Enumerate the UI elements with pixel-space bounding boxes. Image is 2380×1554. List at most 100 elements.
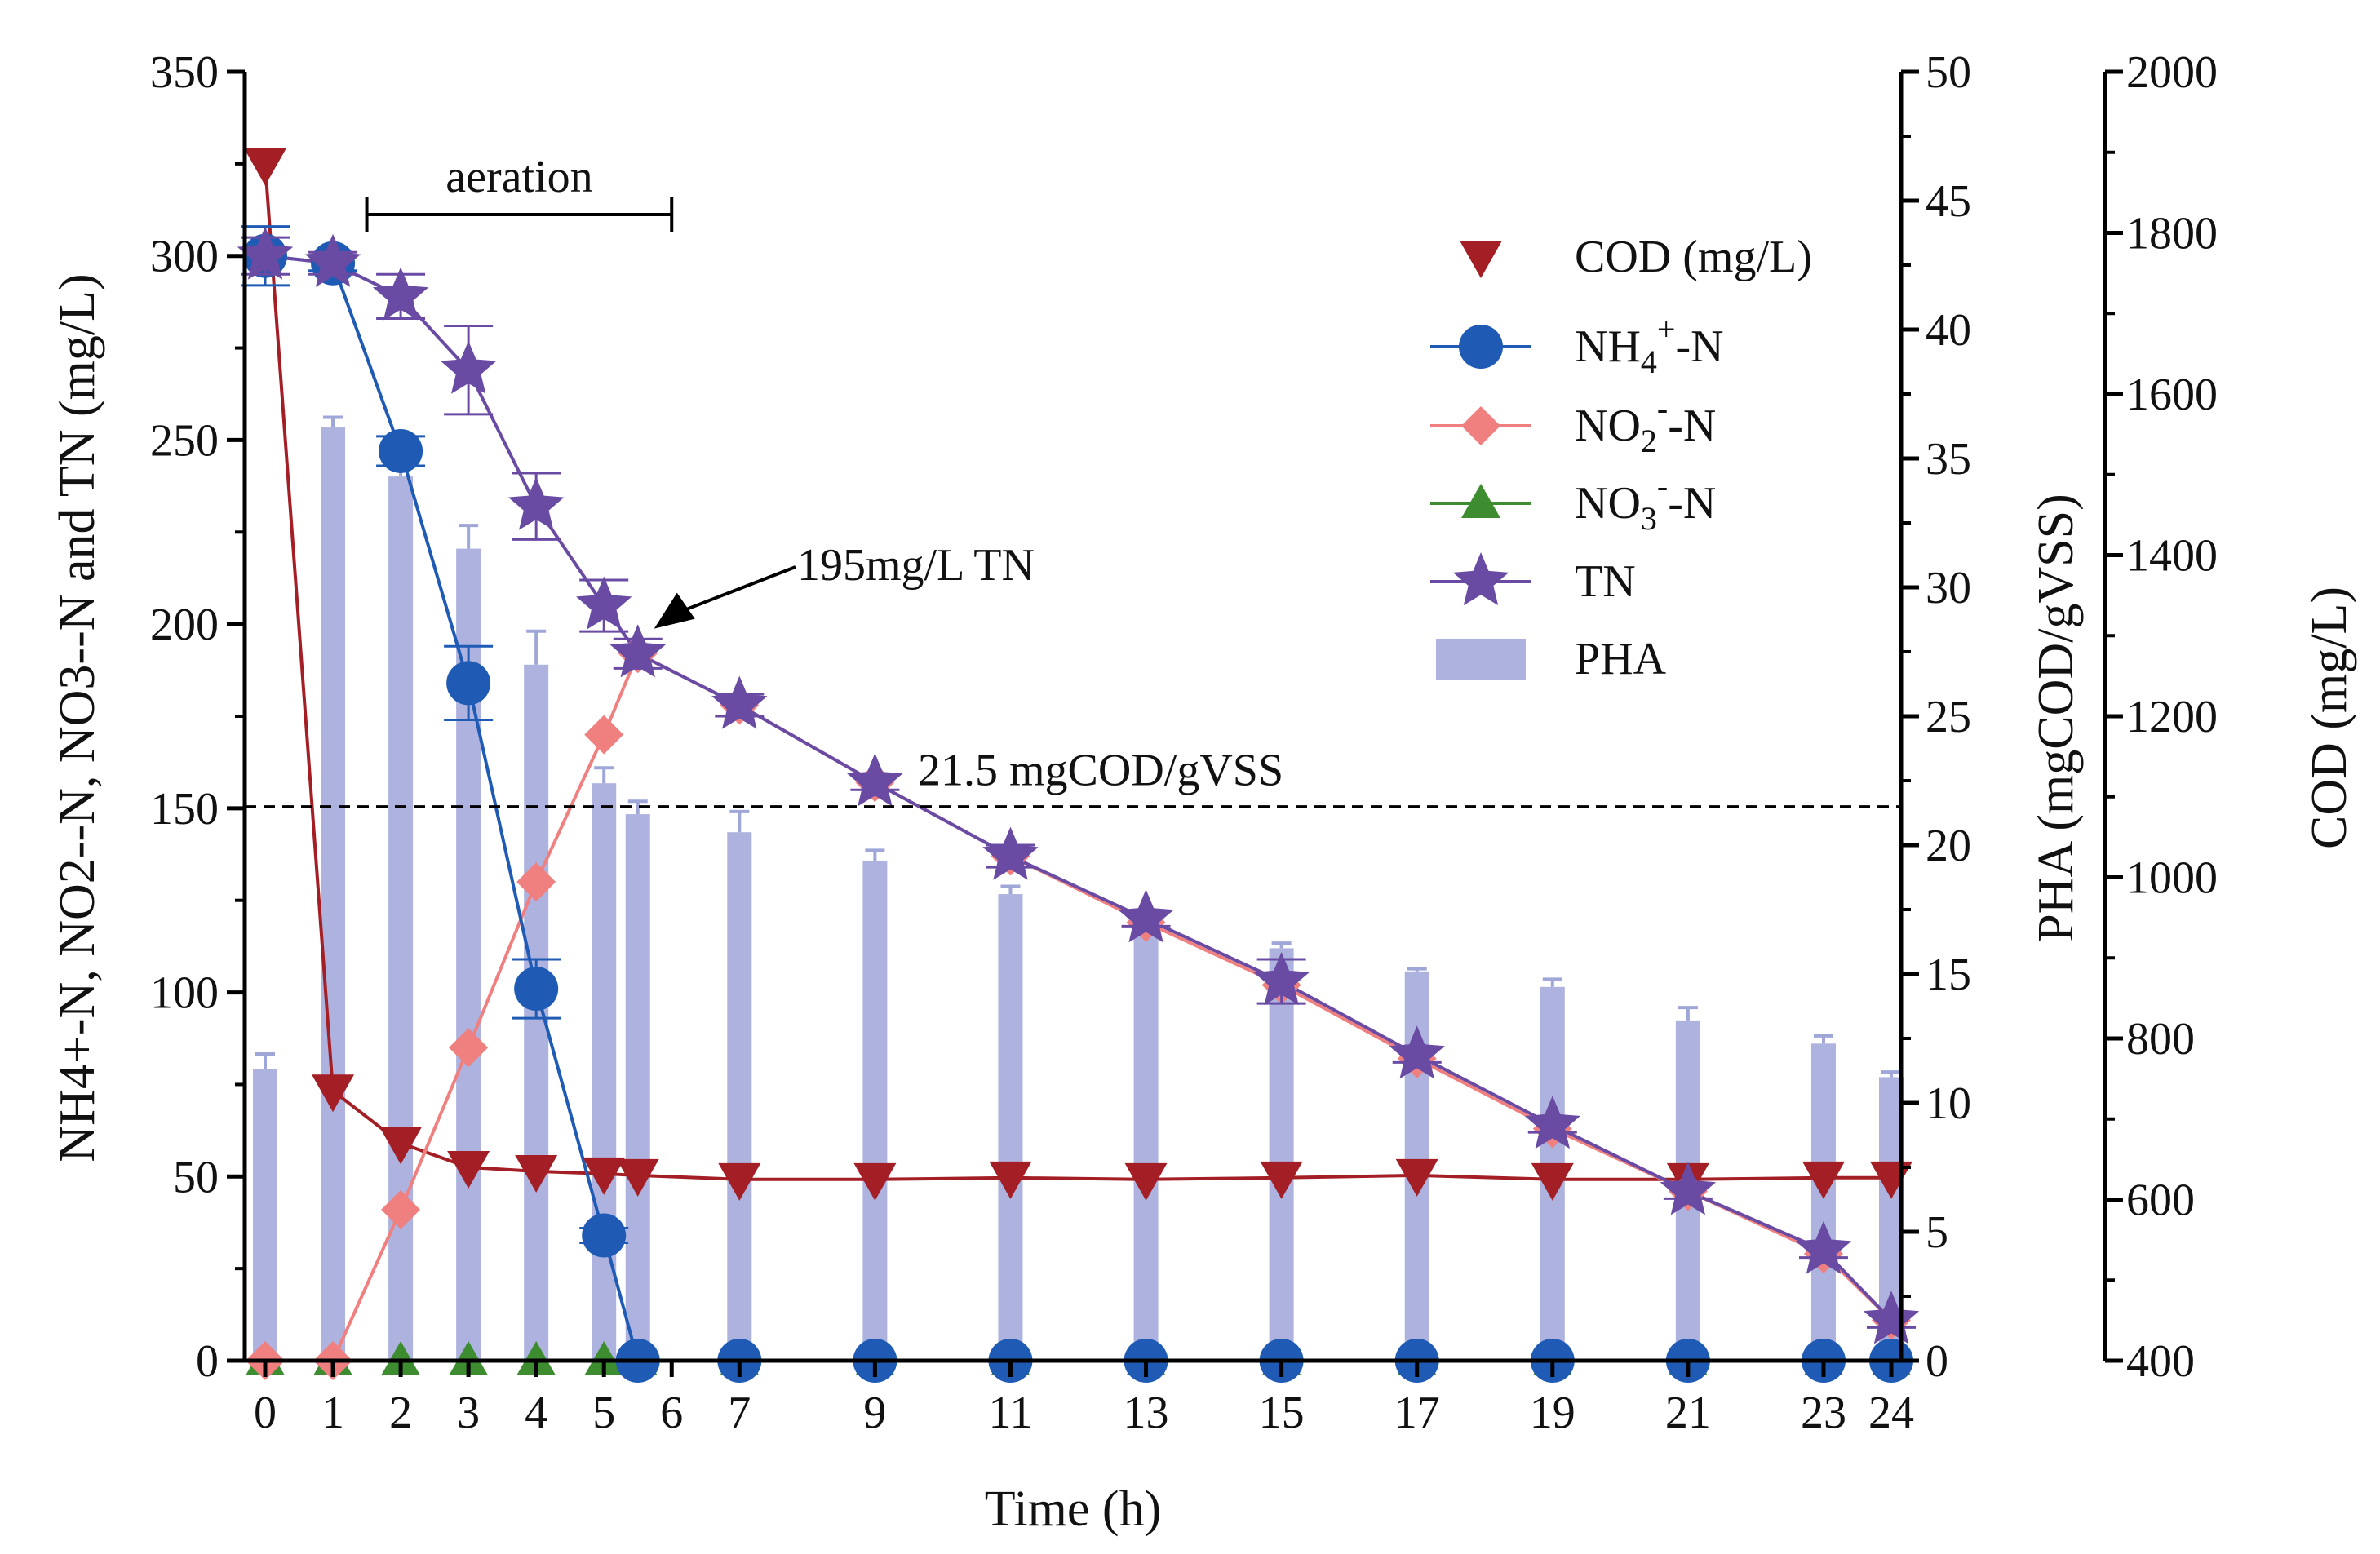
data-point-star — [1253, 952, 1310, 1006]
y-right1-axis-title: PHA (mgCOD/gVSS) — [2028, 494, 2084, 942]
data-point-triangle-down — [1395, 1158, 1438, 1197]
data-point-star — [1389, 1025, 1445, 1079]
data-point-triangle-down — [853, 1162, 897, 1201]
y-right2-tick-label: 400 — [2126, 1336, 2195, 1387]
x-tick-label: 7 — [728, 1388, 751, 1438]
pha-bar — [253, 1069, 277, 1361]
axes: 0501001502002503003500510152025303540455… — [150, 47, 2218, 1438]
y-right1-tick-label: 50 — [1926, 47, 1971, 98]
x-tick-label: 11 — [988, 1388, 1032, 1438]
data-point-diamond — [584, 715, 624, 755]
legend-label-main: NO — [1575, 401, 1641, 451]
legend-label-suffix: -N — [1668, 478, 1716, 529]
y-right1-tick-label: 45 — [1926, 176, 1971, 227]
tn-arrow-line — [678, 565, 796, 614]
pha-bar — [862, 860, 888, 1361]
y-right1-tick-label: 35 — [1926, 434, 1971, 485]
data-point-star — [711, 675, 768, 729]
data-point-star — [304, 233, 361, 287]
y-right2-tick-label: 600 — [2126, 1175, 2195, 1226]
annotations: aeration 195mg/L TN 21.5 mgCOD/gVSS — [245, 152, 1901, 808]
x-tick-label: 24 — [1868, 1388, 1914, 1438]
pha-bar — [1133, 928, 1159, 1361]
data-point-star — [507, 476, 565, 530]
y-right1-tick-label: 10 — [1926, 1078, 1971, 1129]
legend-label: NO3--N — [1575, 467, 1716, 537]
legend-label-superscript: + — [1657, 311, 1676, 348]
pha-bar — [727, 832, 752, 1361]
data-point-star — [1795, 1220, 1852, 1274]
y-left-tick-label: 250 — [150, 415, 219, 466]
y-right2-tick-label: 1800 — [2126, 209, 2218, 259]
data-point-star — [1863, 1291, 1920, 1344]
legend-label: NO2--N — [1575, 390, 1716, 459]
data-point-triangle-up — [449, 1341, 489, 1375]
y-left-tick-label: 200 — [150, 600, 219, 650]
y-right1-tick-label: 15 — [1926, 950, 1971, 1000]
data-point-triangle-down — [1124, 1162, 1168, 1201]
data-point-circle — [379, 428, 423, 473]
x-tick-label: 23 — [1801, 1388, 1846, 1438]
legend-label: NH4+-N — [1575, 311, 1724, 380]
data-point-triangle-down — [583, 1157, 626, 1195]
y-right2-tick-label: 1600 — [2126, 370, 2218, 420]
y-right2-tick-label: 2000 — [2126, 47, 2218, 98]
data-point-triangle-down — [718, 1162, 761, 1201]
data-point-star — [1118, 889, 1174, 943]
y-right2-tick-label: 1000 — [2126, 853, 2218, 904]
y-left-tick-label: 350 — [150, 47, 219, 98]
data-point-triangle-down — [1802, 1161, 1845, 1199]
y-right1-tick-label: 25 — [1926, 692, 1971, 742]
x-tick-label: 19 — [1530, 1388, 1576, 1438]
x-tick-label: 1 — [321, 1388, 344, 1438]
x-tick-label: 17 — [1394, 1388, 1440, 1438]
pha-bar — [321, 427, 346, 1361]
data-point-star — [576, 576, 632, 630]
legend-swatch-pha — [1436, 639, 1526, 680]
data-point-star — [982, 826, 1039, 880]
data-point-triangle-down — [447, 1151, 490, 1189]
data-point-triangle-down — [244, 148, 286, 186]
legend-marker-diamond — [1461, 406, 1500, 445]
data-point-triangle-up — [516, 1341, 556, 1375]
data-point-star — [237, 226, 294, 280]
data-point-diamond — [516, 862, 556, 902]
y-right1-tick-label: 30 — [1926, 563, 1971, 613]
legend-label-subscript: 2 — [1641, 423, 1657, 459]
series-markers — [237, 148, 1920, 1383]
x-tick-label: 5 — [592, 1388, 615, 1438]
data-point-triangle-down — [989, 1161, 1032, 1199]
data-point-diamond — [449, 1028, 489, 1068]
y-left-axis-title: NH4+-N, NO2--N, NO3--N and TN (mg/L) — [50, 273, 105, 1162]
tn-arrow-head — [654, 592, 695, 629]
data-point-circle — [514, 967, 559, 1012]
data-point-triangle-down — [1531, 1162, 1574, 1201]
legend-label-main: NO — [1575, 478, 1641, 529]
x-tick-label: 0 — [254, 1388, 277, 1438]
y-right1-tick-label: 40 — [1926, 305, 1971, 356]
y-right2-tick-label: 1200 — [2126, 692, 2218, 742]
aeration-label: aeration — [445, 152, 592, 202]
data-point-star — [372, 267, 429, 321]
data-point-diamond — [381, 1189, 421, 1229]
data-point-star — [440, 340, 497, 394]
x-tick-label: 2 — [389, 1388, 412, 1438]
data-point-circle — [582, 1213, 627, 1258]
data-point-triangle-down — [515, 1154, 558, 1193]
legend-label-subscript: 4 — [1641, 343, 1657, 380]
x-tick-label: 4 — [525, 1388, 547, 1438]
legend-marker-circle — [1459, 325, 1503, 369]
x-tick-label: 21 — [1665, 1388, 1711, 1438]
y-right1-tick-label: 5 — [1926, 1207, 1948, 1258]
legend-marker-star — [1452, 552, 1509, 606]
x-tick-label: 15 — [1259, 1388, 1305, 1438]
legend-label-main: NH — [1575, 321, 1641, 372]
x-tick-label: 9 — [863, 1388, 886, 1438]
data-point-circle — [446, 661, 491, 706]
data-point-star — [1660, 1162, 1717, 1215]
legend-marker-triangle-up — [1461, 484, 1500, 518]
pha-bar — [1810, 1043, 1836, 1361]
legend-label-superscript: - — [1657, 467, 1668, 504]
